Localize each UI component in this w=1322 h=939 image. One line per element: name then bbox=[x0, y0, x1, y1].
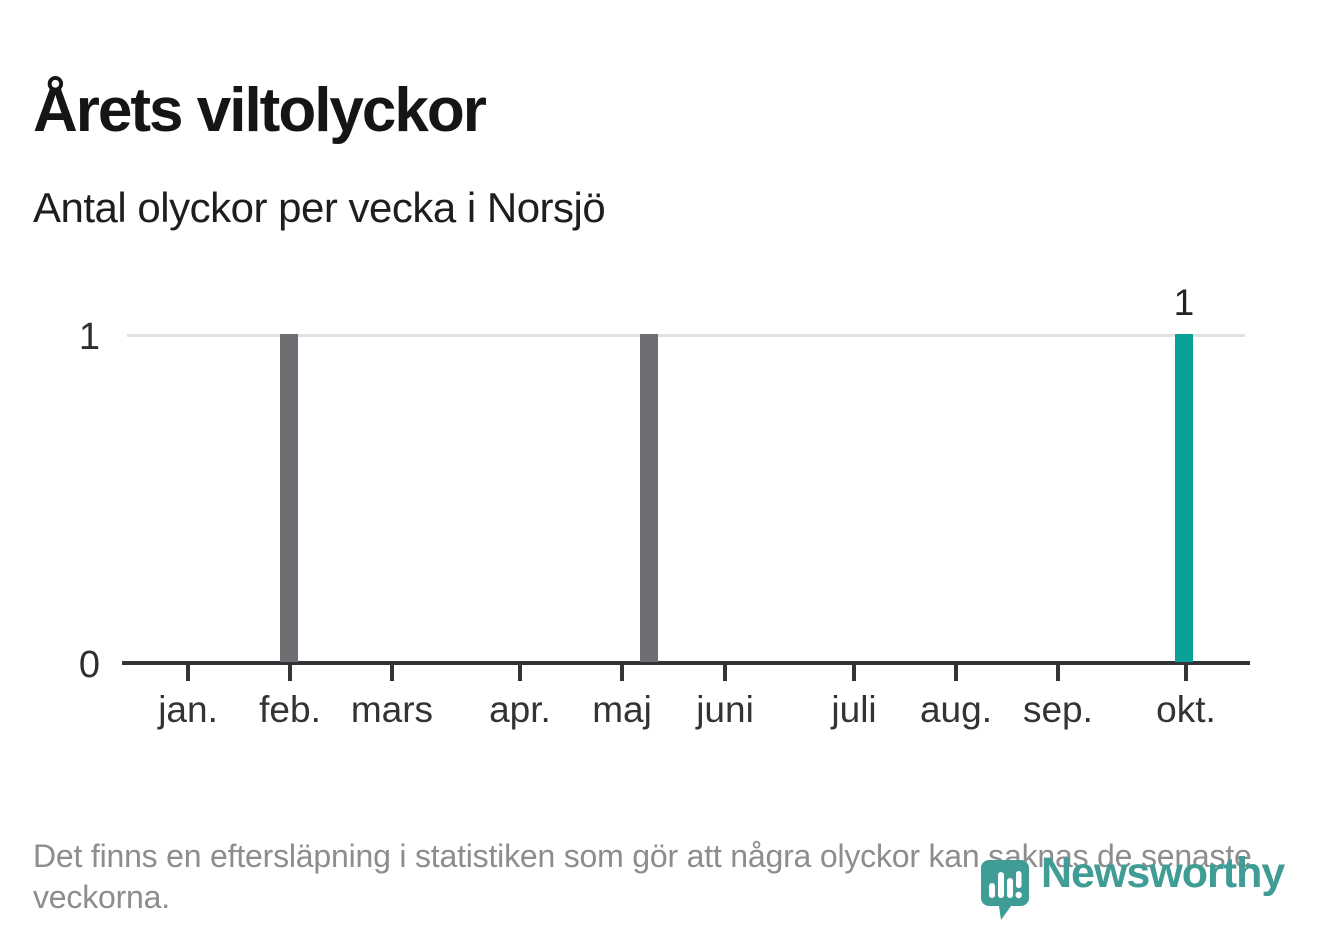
x-axis-tick-feb bbox=[288, 665, 292, 681]
newsworthy-logo: Newsworthy bbox=[981, 849, 1285, 922]
x-axis-label-feb: feb. bbox=[259, 689, 321, 730]
page-title: Årets viltolyckor bbox=[33, 75, 487, 145]
x-axis-label-okt: okt. bbox=[1156, 689, 1216, 730]
x-axis-tick-aug bbox=[953, 665, 958, 681]
x-axis-tick-mars bbox=[389, 665, 394, 681]
x-axis-label-juli: juli bbox=[831, 689, 877, 730]
chart-subtitle: Antal olyckor per vecka i Norsjö bbox=[33, 184, 606, 231]
y-axis-label-0: 0 bbox=[78, 644, 100, 686]
newsworthy-logo-icon bbox=[981, 860, 1029, 920]
bar-vecka7feb bbox=[279, 334, 298, 662]
x-axis-label-maj: maj bbox=[592, 689, 652, 730]
y-axis-label-1: 1 bbox=[78, 316, 100, 358]
newsworthy-wordmark: Newsworthy bbox=[1041, 849, 1285, 897]
x-axis-tick-juli bbox=[852, 665, 857, 681]
gridline-y1 bbox=[127, 334, 1245, 337]
x-axis-tick-jan bbox=[186, 665, 191, 681]
x-axis-tick-juni bbox=[723, 665, 728, 681]
x-axis-label-juni: juni bbox=[696, 689, 754, 730]
bar-vecka21maj bbox=[639, 334, 658, 662]
bar-value-label: 1 bbox=[1173, 282, 1195, 323]
x-axis-label-sep: sep. bbox=[1022, 689, 1093, 730]
bar-vecka42okt bbox=[1174, 334, 1193, 662]
x-axis-label-jan: jan. bbox=[158, 689, 218, 730]
x-axis-label-mars: mars bbox=[350, 689, 434, 730]
footer-disclaimer: Det finns en eftersläpning i statistiken… bbox=[33, 838, 1252, 915]
x-axis-tick-apr bbox=[517, 665, 522, 681]
x-axis-line bbox=[122, 661, 1250, 665]
x-axis-label-aug: aug. bbox=[919, 689, 992, 730]
x-axis-tick-okt bbox=[1183, 665, 1188, 681]
x-axis-tick-sep bbox=[1055, 665, 1060, 681]
x-axis-label-apr: apr. bbox=[489, 689, 551, 730]
x-axis-tick-maj bbox=[620, 665, 625, 681]
